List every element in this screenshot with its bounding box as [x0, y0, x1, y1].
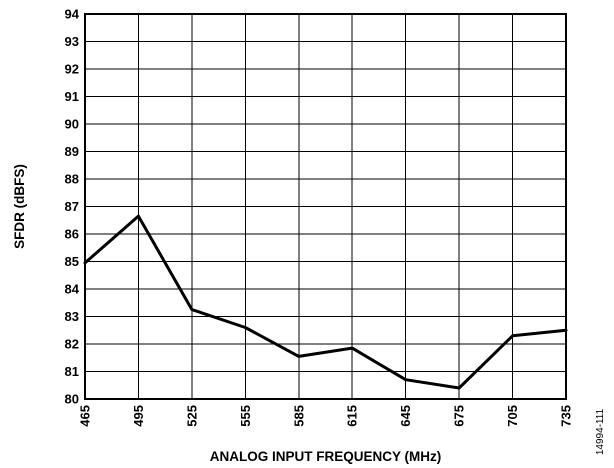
x-tick-label: 645: [398, 405, 413, 427]
x-tick-label: 675: [452, 405, 467, 427]
y-tick-label: 84: [65, 282, 80, 297]
y-tick-label: 92: [65, 62, 79, 77]
x-tick-label: 585: [291, 405, 306, 427]
y-tick-label: 90: [65, 117, 79, 132]
plot-frame: [84, 13, 567, 400]
x-tick-label: 615: [345, 405, 360, 427]
x-axis-title: ANALOG INPUT FREQUENCY (MHz): [210, 449, 442, 464]
y-tick-label: 86: [65, 227, 79, 242]
x-tick-label: 525: [184, 405, 199, 427]
y-tick-label: 91: [65, 89, 79, 104]
x-tick-label: 705: [505, 405, 520, 427]
grid-lines: [84, 13, 567, 400]
y-tick-label: 87: [65, 199, 79, 214]
y-tick-label: 81: [65, 364, 79, 379]
x-tick-label: 555: [238, 405, 253, 427]
x-tick-label: 465: [78, 405, 93, 427]
y-axis-title: SFDR (dBFS): [12, 164, 27, 249]
x-tick-label: 735: [559, 405, 574, 427]
y-tick-label: 93: [65, 34, 79, 49]
y-tick-label: 85: [65, 254, 79, 269]
y-tick-label: 88: [65, 172, 79, 187]
y-tick-label: 82: [65, 337, 79, 352]
series-line: [83, 214, 568, 390]
y-tick-labels: 80 81 82 83 84 85 86 87 88 89 90 91 92 93 94: [65, 7, 80, 407]
y-tick-label: 80: [65, 392, 79, 407]
x-tick-label: 495: [131, 405, 146, 427]
x-tick-labels: 465 495 525 555 585 615 645 675 705 735: [78, 405, 574, 427]
y-tick-label: 83: [65, 309, 79, 324]
y-tick-label: 94: [65, 7, 80, 22]
y-tick-label: 89: [65, 144, 79, 159]
series-layer: [83, 214, 568, 390]
figure-id-label: 14994-111: [595, 408, 606, 455]
